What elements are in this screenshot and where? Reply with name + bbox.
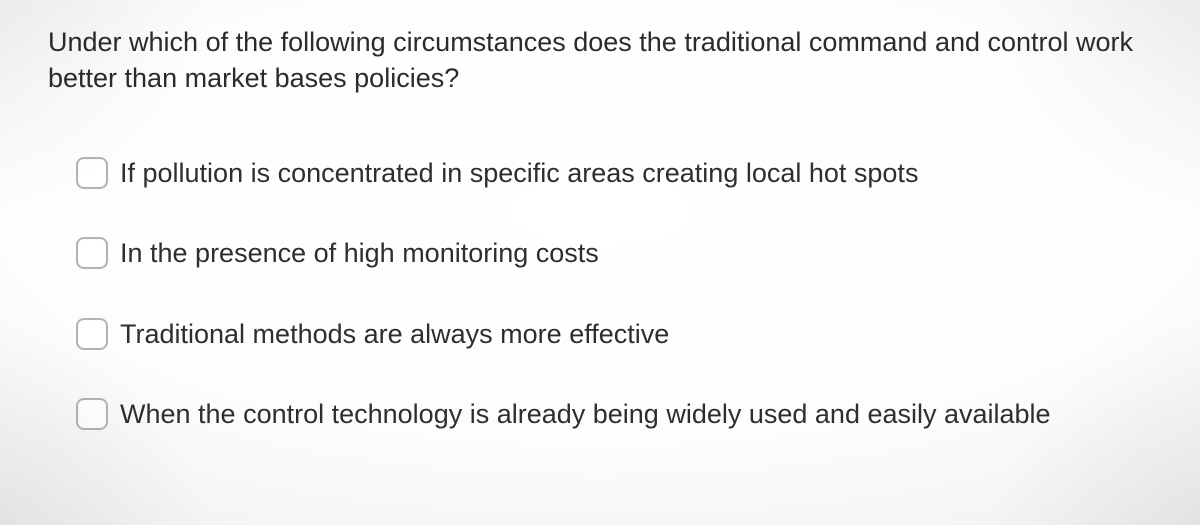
option-checkbox[interactable] [76,237,108,269]
option-label: In the presence of high monitoring costs [120,237,599,269]
option-checkbox[interactable] [76,398,108,430]
options-list: If pollution is concentrated in specific… [48,157,1152,431]
option-label: Traditional methods are always more effe… [120,318,669,350]
option-row: In the presence of high monitoring costs [76,237,1152,269]
option-row: If pollution is concentrated in specific… [76,157,1152,189]
option-checkbox[interactable] [76,318,108,350]
question-page: Under which of the following circumstanc… [0,0,1200,525]
option-checkbox[interactable] [76,157,108,189]
question-text: Under which of the following circumstanc… [48,24,1152,97]
option-label: If pollution is concentrated in specific… [120,157,918,189]
option-label: When the control technology is already b… [120,398,1051,430]
option-row: Traditional methods are always more effe… [76,318,1152,350]
option-row: When the control technology is already b… [76,398,1152,430]
